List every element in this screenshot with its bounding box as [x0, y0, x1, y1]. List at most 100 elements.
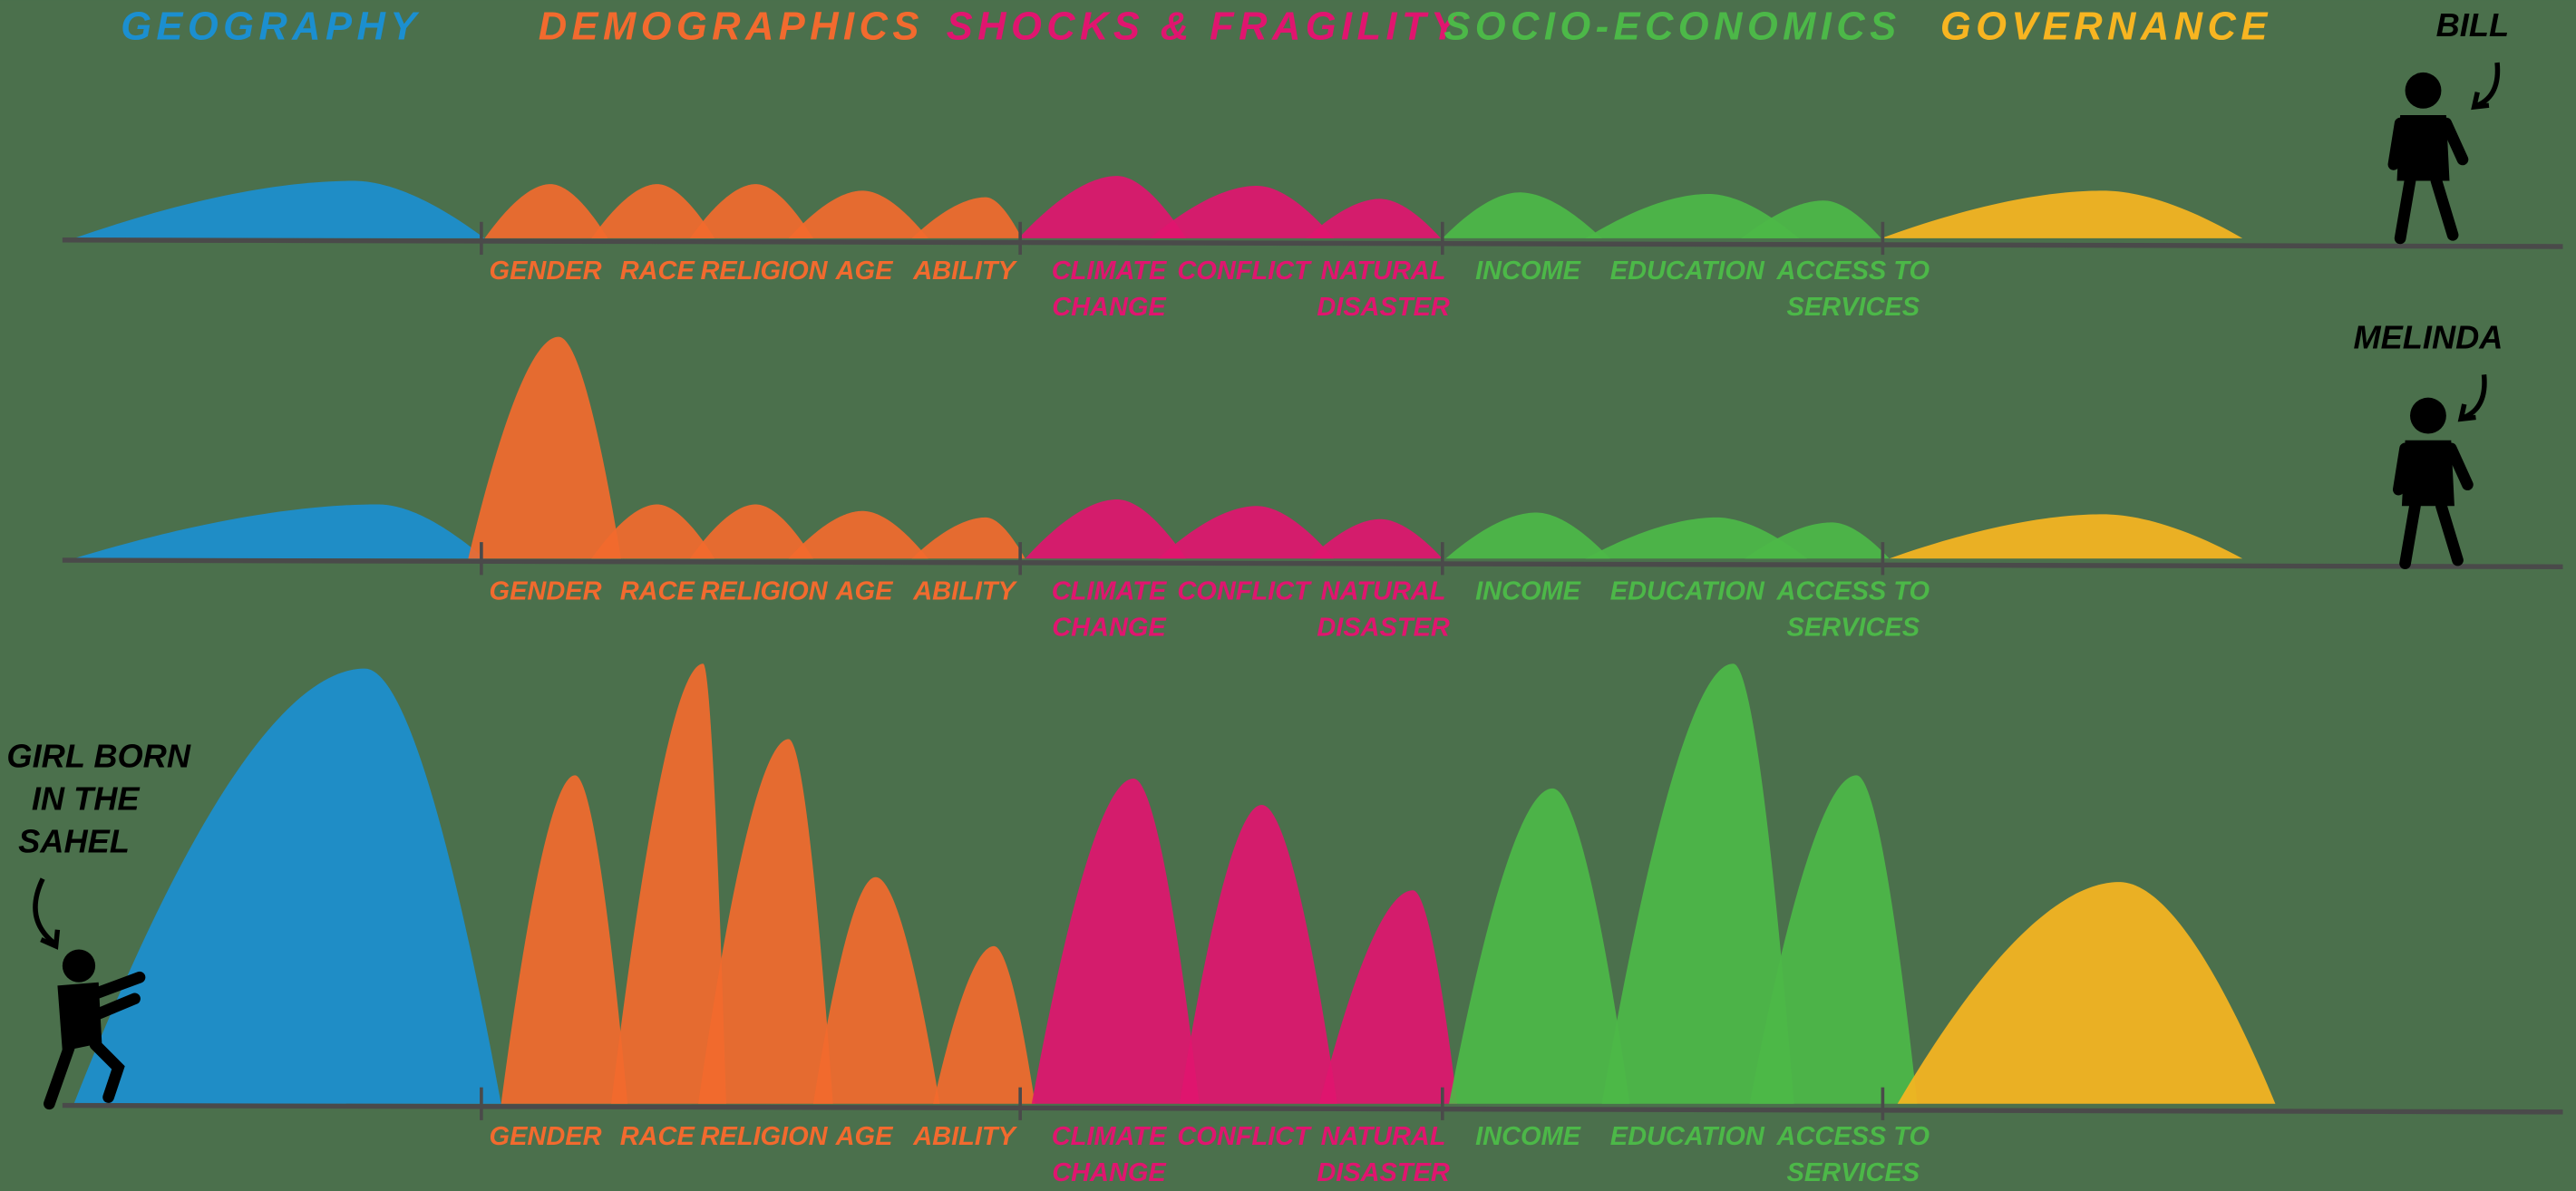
hill [73, 504, 485, 559]
hill [1449, 788, 1630, 1104]
factor-label: CLIMATE [1052, 1122, 1168, 1151]
hill [1158, 506, 1335, 559]
factor-label: NATURAL [1321, 257, 1446, 286]
factor-label: CHANGE [1052, 293, 1167, 322]
arrow-head [40, 929, 61, 950]
hill [468, 336, 621, 559]
factor-label: CONFLICT [1177, 1122, 1312, 1151]
hill [1442, 192, 1602, 238]
factor-label: ABILITY [912, 1122, 1017, 1151]
hill [1179, 805, 1337, 1104]
person-body [2396, 115, 2450, 181]
factor-label: SERVICES [1787, 1158, 1920, 1187]
hill [1741, 200, 1881, 238]
factor-label: CHANGE [1052, 1158, 1167, 1187]
person-body [57, 982, 102, 1051]
hill [1881, 190, 2243, 238]
hill [911, 517, 1026, 559]
hill [591, 504, 715, 559]
hill [689, 184, 813, 238]
factor-label: CHANGE [1052, 613, 1167, 642]
hill [1745, 522, 1890, 559]
person-name: BILL [2436, 6, 2509, 44]
factor-label: RELIGION [701, 577, 829, 606]
factor-label: DISASTER [1317, 613, 1450, 642]
factor-label: CLIMATE [1052, 257, 1168, 286]
factor-label: SERVICES [1787, 613, 1920, 642]
factor-label: RELIGION [701, 257, 829, 286]
factor-label: NATURAL [1321, 1122, 1446, 1151]
factor-label: AGE [835, 1122, 894, 1151]
person-name: SAHEL [18, 823, 130, 860]
factor-label: EDUCATION [1610, 577, 1765, 606]
factor-label: INCOME [1475, 257, 1582, 286]
factor-label: CONFLICT [1177, 257, 1312, 286]
arrow-head [2457, 403, 2476, 422]
person-limbs [44, 971, 146, 1110]
person-limbs [2387, 117, 2469, 245]
factor-label: DISASTER [1317, 1158, 1450, 1187]
hill [1897, 882, 2276, 1104]
person-name: IN THE [32, 779, 141, 817]
hill [1031, 779, 1200, 1104]
ground-line [62, 237, 2563, 249]
hill [812, 876, 940, 1104]
factor-label: RACE [620, 1122, 696, 1151]
hill [591, 184, 715, 238]
category-header: SHOCKS & FRAGILITY [947, 5, 1463, 49]
factor-label: ABILITY [912, 257, 1017, 286]
hill [689, 504, 813, 559]
factor-label: GENDER [490, 257, 602, 286]
factor-label: CONFLICT [1177, 577, 1312, 606]
person-head [2410, 397, 2446, 434]
hill [1585, 193, 1799, 238]
hill [73, 668, 501, 1104]
factor-label: EDUCATION [1610, 257, 1765, 286]
factor-label: NATURAL [1321, 577, 1446, 606]
person-limbs [2392, 442, 2474, 570]
factor-label: INCOME [1475, 1122, 1582, 1151]
hill [1749, 775, 1918, 1104]
factor-label: ACCESS TO [1776, 1122, 1930, 1151]
hill [1309, 518, 1443, 559]
hill [933, 945, 1035, 1104]
hill [484, 184, 608, 238]
factor-label: GENDER [490, 577, 602, 606]
hill [1601, 663, 1794, 1104]
category-header: SOCIO-ECONOMICS [1444, 5, 1900, 49]
factor-label: DISASTER [1317, 293, 1450, 322]
hill [698, 739, 833, 1104]
arrow [33, 877, 58, 947]
factor-label: EDUCATION [1610, 1122, 1765, 1151]
hill [788, 190, 928, 238]
factor-label: ABILITY [912, 577, 1017, 606]
ground-line [62, 557, 2563, 570]
hill [1445, 512, 1610, 559]
arrow-head [2471, 92, 2490, 111]
arrow [2463, 374, 2487, 420]
factor-label: GENDER [490, 1122, 602, 1151]
ground-line [62, 1102, 2563, 1115]
hill [501, 775, 628, 1104]
person-name: GIRL BORN [6, 737, 190, 774]
factor-label: RELIGION [701, 1122, 829, 1151]
hill [1025, 499, 1187, 559]
factor-label: ACCESS TO [1776, 257, 1930, 286]
person-body [2401, 440, 2454, 507]
factor-label: ACCESS TO [1776, 577, 1930, 606]
arrow [2476, 62, 2501, 108]
person-head [62, 949, 96, 983]
category-header: GEOGRAPHY [121, 5, 422, 49]
hill [1150, 185, 1335, 238]
hill [611, 663, 726, 1104]
hill [788, 510, 928, 559]
hill [1318, 890, 1458, 1104]
factor-label: RACE [620, 577, 696, 606]
category-header: DEMOGRAPHICS [539, 5, 924, 49]
hill [73, 180, 485, 238]
hill [1889, 514, 2243, 559]
hill [1018, 176, 1187, 238]
factor-label: AGE [835, 257, 894, 286]
